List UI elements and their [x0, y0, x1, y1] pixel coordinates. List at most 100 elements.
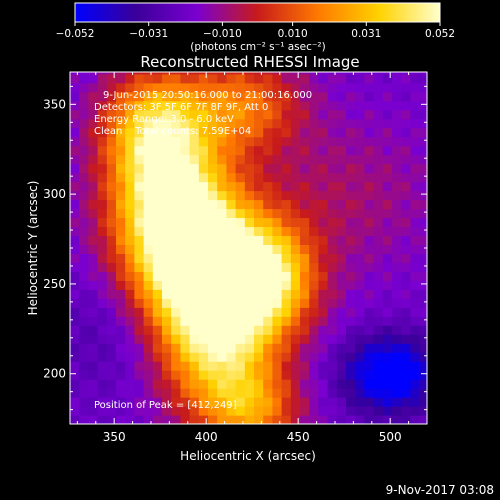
- heatmap-cell: [309, 271, 320, 281]
- heatmap-cell: [162, 226, 172, 237]
- heatmap-cell: [189, 91, 200, 102]
- heatmap-cell: [88, 307, 99, 317]
- heatmap-cell: [134, 181, 145, 192]
- heatmap-cell: [254, 298, 264, 308]
- heatmap-cell: [327, 379, 338, 389]
- heatmap-cell: [152, 325, 163, 335]
- heatmap-cell: [152, 244, 163, 254]
- heatmap-cell: [309, 91, 320, 102]
- heatmap-cell: [88, 127, 99, 138]
- heatmap-cell: [263, 163, 274, 174]
- heatmap-cell: [134, 343, 145, 353]
- colorbar-tick-label: 0.031: [351, 28, 381, 40]
- heatmap-cell: [401, 190, 412, 201]
- heatmap-cell: [235, 352, 246, 362]
- heatmap-cell: [152, 316, 163, 326]
- heatmap-cell: [410, 316, 421, 326]
- heatmap-cell: [162, 127, 172, 138]
- heatmap-cell: [217, 280, 228, 290]
- heatmap-cell: [364, 235, 375, 246]
- heatmap-cell: [410, 406, 421, 416]
- heatmap-cell: [79, 397, 89, 407]
- heatmap-cell: [410, 73, 421, 84]
- heatmap-cell: [180, 118, 191, 129]
- heatmap-cell: [180, 154, 191, 165]
- heatmap-cell: [290, 361, 301, 371]
- heatmap-cell: [419, 72, 427, 75]
- heatmap-cell: [392, 316, 402, 326]
- heatmap-cell: [254, 91, 264, 102]
- heatmap-cell: [189, 298, 200, 308]
- heatmap-cell: [327, 352, 338, 362]
- heatmap-cell: [208, 316, 218, 326]
- heatmap-cell: [208, 415, 218, 424]
- heatmap-cell: [401, 163, 412, 174]
- heatmap-cell: [355, 109, 366, 120]
- heatmap-cell: [88, 172, 99, 183]
- heatmap-cell: [290, 136, 301, 147]
- heatmap-cell: [162, 343, 172, 353]
- heatmap-cell: [300, 235, 310, 246]
- heatmap-cell: [373, 388, 384, 398]
- heatmap-cell: [143, 109, 154, 120]
- heatmap-cell: [106, 226, 117, 237]
- heatmap-cell: [226, 316, 237, 326]
- heatmap-cell: [162, 325, 172, 335]
- heatmap-cell: [70, 325, 80, 335]
- heatmap-cell: [152, 217, 163, 228]
- heatmap-cell: [373, 307, 384, 317]
- heatmap-cell: [336, 298, 347, 308]
- heatmap-cell: [79, 172, 89, 183]
- heatmap-cell: [373, 136, 384, 147]
- heatmap-cell: [327, 388, 338, 398]
- heatmap-cell: [373, 154, 384, 165]
- heatmap-cell: [373, 100, 384, 111]
- heatmap-cell: [171, 145, 182, 156]
- heatmap-cell: [152, 370, 163, 380]
- heatmap-cell: [263, 73, 274, 84]
- heatmap-cell: [180, 361, 191, 371]
- heatmap-cell: [152, 343, 163, 353]
- heatmap-cell: [401, 253, 412, 263]
- heatmap-cell: [226, 397, 237, 407]
- heatmap-cell: [116, 361, 126, 371]
- heatmap-cell: [355, 226, 366, 237]
- heatmap-cell: [272, 163, 283, 174]
- heatmap-cell: [134, 172, 145, 183]
- heatmap-cell: [382, 262, 393, 272]
- heatmap-cell: [208, 118, 218, 129]
- heatmap-cell: [208, 334, 218, 344]
- heatmap-cell: [281, 280, 292, 290]
- heatmap-cell: [382, 352, 393, 362]
- heatmap-cell: [70, 397, 80, 407]
- heatmap-cell: [88, 289, 99, 299]
- heatmap-cell: [364, 361, 375, 371]
- heatmap-cell: [419, 289, 427, 299]
- heatmap-cell: [346, 379, 356, 389]
- heatmap-cell: [143, 226, 154, 237]
- heatmap-cell: [392, 361, 402, 371]
- heatmap-cell: [401, 208, 412, 219]
- heatmap-cell: [373, 316, 384, 326]
- heatmap-cell: [244, 163, 255, 174]
- heatmap-cell: [318, 172, 329, 183]
- heatmap-cell: [290, 352, 301, 362]
- heatmap-cell: [244, 226, 255, 237]
- heatmap-cell: [162, 280, 172, 290]
- heatmap-cell: [410, 208, 421, 219]
- heatmap-cell: [244, 271, 255, 281]
- heatmap-cell: [79, 235, 89, 246]
- heatmap-cell: [290, 226, 301, 237]
- heatmap-cell: [70, 253, 80, 263]
- heatmap-cell: [152, 253, 163, 263]
- heatmap-cell: [263, 325, 274, 335]
- heatmap-cell: [392, 298, 402, 308]
- heatmap-cell: [272, 271, 283, 281]
- heatmap-cell: [143, 388, 154, 398]
- heatmap-cell: [392, 82, 402, 93]
- heatmap-cell: [382, 127, 393, 138]
- heatmap-cell: [226, 154, 237, 165]
- heatmap-cell: [116, 217, 126, 228]
- heatmap-cell: [336, 334, 347, 344]
- heatmap-cell: [355, 415, 366, 424]
